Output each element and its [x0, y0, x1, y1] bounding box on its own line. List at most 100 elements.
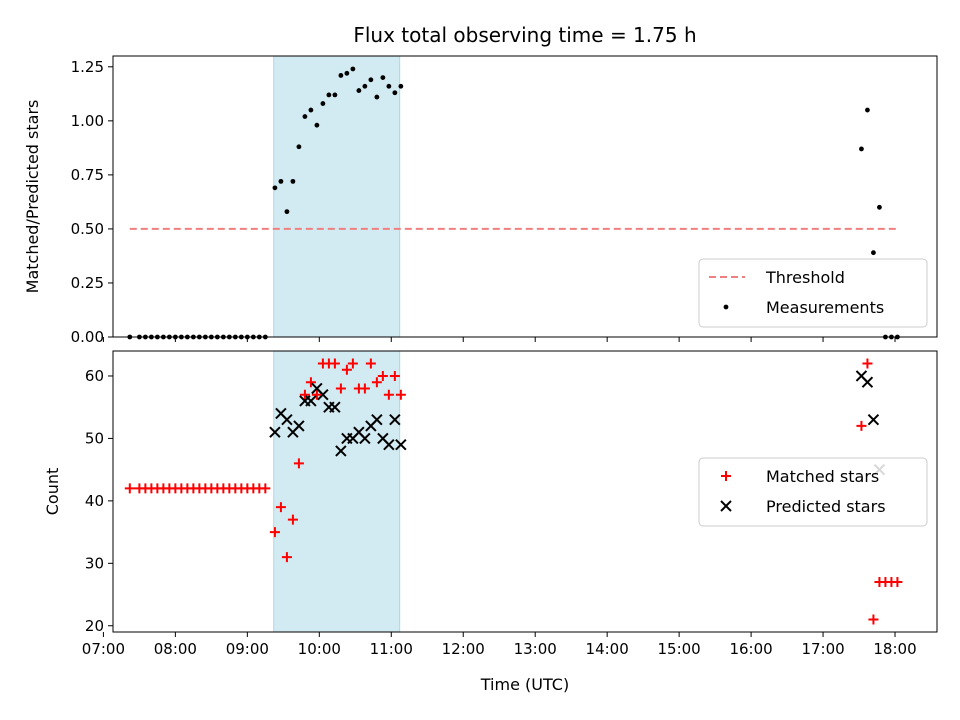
measurements-point: [314, 122, 320, 128]
x-axis-label: Time (UTC): [480, 675, 569, 694]
top-panel-frame: [112, 55, 938, 338]
predicted-stars-point: [371, 413, 383, 426]
matched-stars-point: [862, 358, 873, 369]
y-tick-label: 20: [85, 617, 104, 635]
predicted-stars-point: [281, 413, 293, 426]
y-tick-label: 40: [85, 492, 104, 510]
legend-label: Matched stars: [766, 467, 879, 486]
predicted-stars-point: [293, 420, 305, 432]
x-tick-label: 07:00: [82, 640, 125, 658]
matched-stars-point: [347, 358, 358, 369]
matched-stars-point: [892, 577, 903, 588]
matched-stars-point: [329, 358, 340, 369]
predicted-stars-point: [359, 432, 371, 445]
x-tick-label: 15:00: [658, 640, 701, 658]
matched-stars-point: [311, 389, 322, 400]
measurements-point: [368, 77, 374, 83]
x-tick-label: 11:00: [370, 640, 413, 658]
x-tick-label: 17:00: [801, 640, 844, 658]
y-tick-label: 1.00: [71, 112, 104, 130]
predicted-stars-point: [389, 413, 401, 426]
bottom-panel: 07:00 08:00 09:00 10:00 11:00 12:00 13:00 14:00…: [43, 350, 938, 658]
matched-stars-point: [305, 377, 316, 388]
matched-stars-point: [341, 364, 352, 375]
predicted-stars-point: [269, 426, 281, 438]
matched-stars-point: [395, 389, 406, 400]
y-tick-label: 30: [85, 554, 104, 572]
legend-box: [698, 457, 928, 527]
measurements-point: [356, 88, 362, 93]
legend-label: Predicted stars: [766, 497, 886, 516]
measurements-point: [374, 94, 380, 100]
measurements-point: [308, 107, 314, 113]
measurements-point: [332, 92, 338, 98]
predicted-stars-point: [395, 438, 407, 451]
measurements-point: [350, 66, 356, 72]
legend-label: Measurements: [766, 298, 884, 317]
x-tick-label: 16:00: [729, 640, 772, 658]
measurements-point: [278, 178, 284, 184]
predicted-stars-point: [317, 389, 329, 401]
x-tick-label: 10:00: [298, 640, 341, 658]
legend-label: Threshold: [765, 268, 845, 287]
top-panel-series: [127, 66, 900, 340]
measurements-point: [290, 178, 296, 184]
matched-stars-point: [299, 389, 310, 400]
bottom-panel-frame: [112, 350, 938, 633]
matched-stars-point: [389, 370, 400, 381]
observing-window-shade-top: [273, 55, 401, 338]
legend-x-swatch: [720, 500, 732, 512]
legend-plus-swatch: [721, 471, 731, 481]
measurements-point: [386, 83, 392, 89]
matched-stars-point: [124, 483, 135, 494]
matched-stars-point: [365, 358, 376, 369]
measurements-point: [398, 83, 404, 89]
top-panel-legend: Threshold Measurements: [698, 258, 928, 328]
y-tick-label: 1.25: [71, 58, 104, 76]
x-tick-label: 13:00: [514, 640, 557, 658]
x-tick-label: 14:00: [586, 640, 629, 658]
top-panel-ylabel: Matched/Predicted stars: [23, 100, 42, 294]
matched-stars-point: [868, 614, 879, 625]
chart-title: Flux total observing time = 1.75 h: [353, 23, 696, 47]
predicted-stars-point: [329, 401, 341, 413]
matched-stars-point: [856, 420, 867, 431]
x-tick-label: 08:00: [154, 640, 197, 658]
matched-stars-point: [293, 458, 304, 469]
predicted-stars-point: [383, 438, 395, 451]
measurements-point: [272, 185, 278, 191]
measurements-point: [362, 83, 368, 89]
legend-box: [698, 258, 928, 328]
measurements-point: [859, 146, 864, 152]
measurements-point: [877, 204, 882, 210]
matched-stars-point: [335, 383, 346, 394]
measurements-point: [320, 101, 326, 106]
matched-stars-point: [383, 389, 394, 400]
matched-stars-point: [269, 527, 280, 538]
y-tick-label: 0.50: [71, 220, 104, 238]
matched-stars-point: [275, 502, 286, 513]
y-tick-label: 60: [85, 367, 104, 385]
matched-stars-point: [377, 370, 388, 381]
matched-stars-point: [260, 483, 271, 494]
measurements-point: [392, 90, 398, 96]
measurements-point: [284, 209, 290, 215]
measurements-point: [871, 250, 876, 256]
predicted-stars-point: [867, 413, 880, 426]
x-tick-label: 18:00: [873, 640, 916, 658]
measurements-point: [380, 75, 386, 81]
legend-dot-swatch: [723, 304, 729, 310]
matched-stars-point: [371, 377, 382, 388]
predicted-stars-point: [305, 395, 317, 407]
bottom-panel-series: [124, 358, 903, 625]
x-tick-label: 12:00: [442, 640, 485, 658]
y-tick-label: 0.25: [71, 274, 104, 292]
measurements-point: [338, 73, 344, 78]
bottom-panel-ylabel: Count: [43, 468, 62, 516]
top-panel-ticks: 0.00 0.25 0.50 0.75 1.00 1.25: [71, 58, 896, 346]
matched-stars-point: [359, 383, 370, 394]
measurements-point: [326, 92, 332, 98]
observing-window-shade-bottom: [273, 350, 401, 633]
